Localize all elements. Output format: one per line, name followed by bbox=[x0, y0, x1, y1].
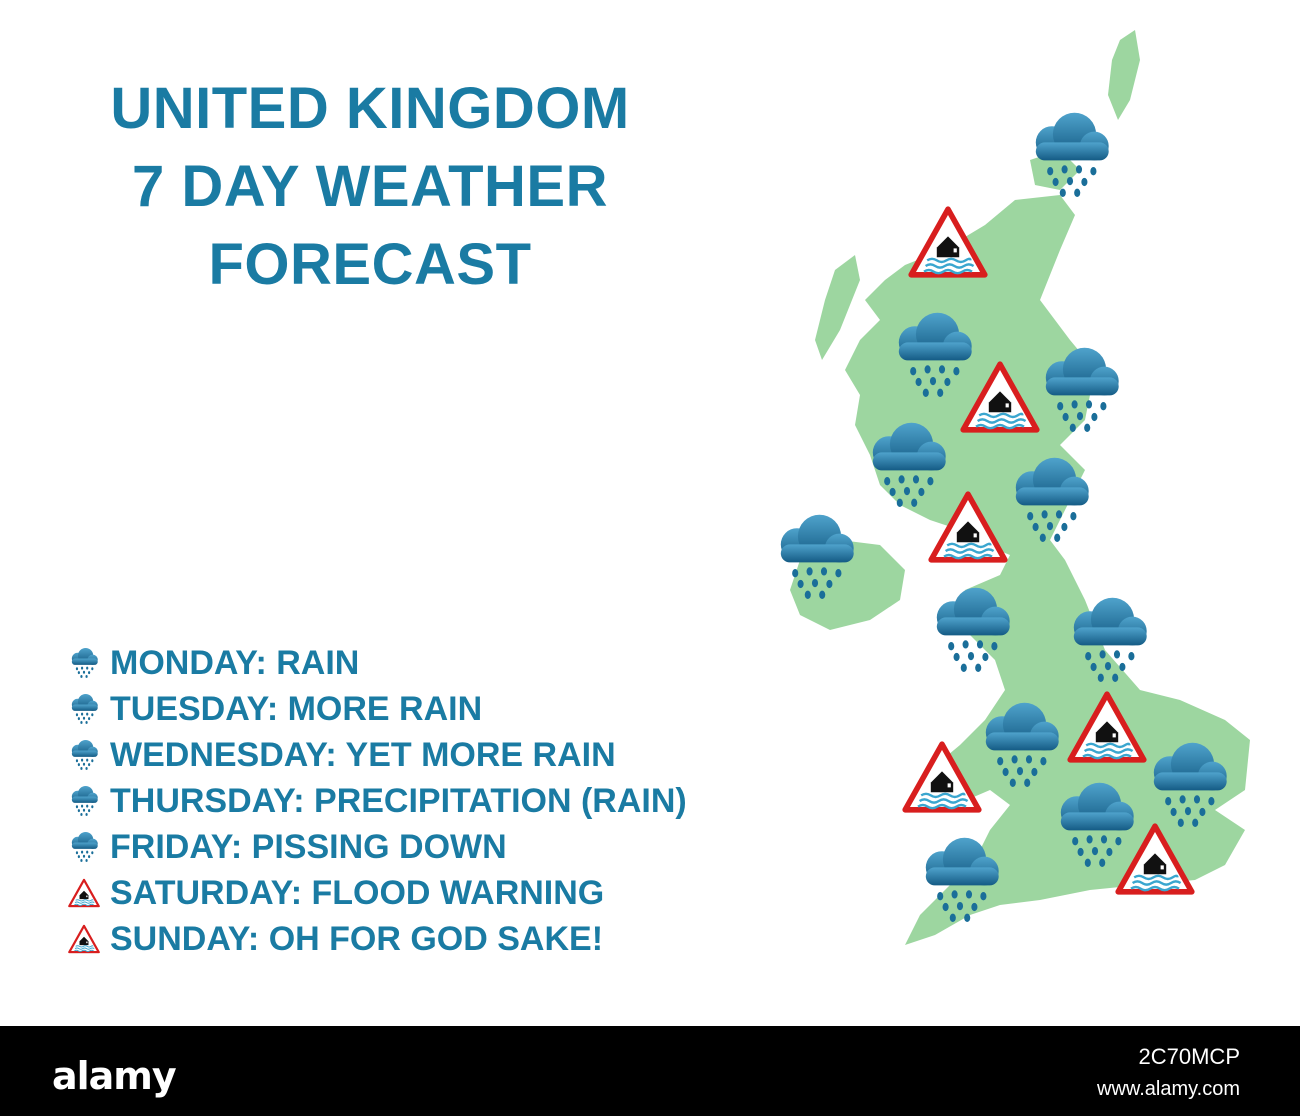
forecast-item-saturday: SATURDAY: FLOOD WARNING bbox=[68, 870, 687, 916]
image-id: 2C70MCP bbox=[1138, 1044, 1240, 1069]
shetland-islands bbox=[1108, 30, 1140, 120]
forecast-item-friday: FRIDAY: PISSING DOWN bbox=[68, 824, 687, 870]
great-britain bbox=[845, 195, 1250, 945]
rain-cloud-icon bbox=[68, 831, 100, 863]
forecast-item-label: WEDNESDAY: YET MORE RAIN bbox=[110, 735, 616, 774]
forecast-item-label: FRIDAY: PISSING DOWN bbox=[110, 827, 507, 866]
title-line-1: UNITED KINGDOM bbox=[110, 76, 630, 141]
forecast-item-label: SUNDAY: OH FOR GOD SAKE! bbox=[110, 919, 604, 958]
forecast-item-label: SATURDAY: FLOOD WARNING bbox=[110, 873, 605, 912]
alamy-logo: alamy bbox=[52, 1054, 177, 1098]
title-line-3: FORECAST bbox=[208, 232, 532, 297]
uk-map bbox=[780, 30, 1250, 945]
rain-cloud-icon bbox=[68, 693, 100, 725]
flood-warning-icon bbox=[68, 877, 100, 909]
western-isles bbox=[815, 255, 860, 360]
rain-cloud-icon bbox=[68, 785, 100, 817]
forecast-item-sunday: SUNDAY: OH FOR GOD SAKE! bbox=[68, 916, 687, 962]
forecast-item-label: MONDAY: RAIN bbox=[110, 643, 360, 682]
forecast-title: UNITED KINGDOM 7 DAY WEATHER FORECAST bbox=[40, 70, 700, 304]
rain-cloud-icon bbox=[68, 647, 100, 679]
forecast-item-label: TUESDAY: MORE RAIN bbox=[110, 689, 483, 728]
forecast-item-tuesday: TUESDAY: MORE RAIN bbox=[68, 686, 687, 732]
northern-ireland bbox=[790, 540, 905, 630]
forecast-item-thursday: THURSDAY: PRECIPITATION (RAIN) bbox=[68, 778, 687, 824]
forecast-item-monday: MONDAY: RAIN bbox=[68, 640, 687, 686]
forecast-item-wednesday: WEDNESDAY: YET MORE RAIN bbox=[68, 732, 687, 778]
watermark-footer: alamy 2C70MCP www.alamy.com bbox=[0, 1026, 1300, 1116]
title-line-2: 7 DAY WEATHER bbox=[132, 154, 608, 219]
rain-cloud-icon bbox=[68, 739, 100, 771]
forecast-list: MONDAY: RAIN TUESDAY: MORE RAIN WEDNESDA… bbox=[68, 640, 687, 962]
footer-url: www.alamy.com bbox=[1097, 1078, 1240, 1100]
flood-warning-icon bbox=[68, 923, 100, 955]
forecast-item-label: THURSDAY: PRECIPITATION (RAIN) bbox=[110, 781, 687, 820]
